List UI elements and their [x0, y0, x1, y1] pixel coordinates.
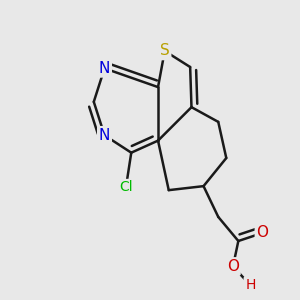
- Text: N: N: [99, 128, 110, 143]
- Text: Cl: Cl: [119, 181, 133, 194]
- Text: H: H: [245, 278, 256, 292]
- Text: O: O: [256, 226, 268, 241]
- Text: O: O: [227, 259, 239, 274]
- Text: S: S: [160, 44, 169, 59]
- Text: N: N: [99, 61, 110, 76]
